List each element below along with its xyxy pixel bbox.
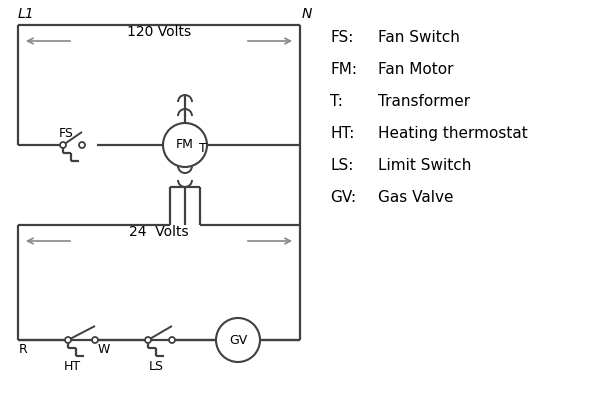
Text: T: T bbox=[199, 142, 206, 155]
Text: FM: FM bbox=[176, 138, 194, 152]
Circle shape bbox=[79, 142, 85, 148]
Text: Fan Motor: Fan Motor bbox=[378, 62, 454, 77]
Text: FM:: FM: bbox=[330, 62, 357, 77]
Text: Gas Valve: Gas Valve bbox=[378, 190, 454, 205]
Text: FS:: FS: bbox=[330, 30, 353, 45]
Text: Fan Switch: Fan Switch bbox=[378, 30, 460, 45]
Text: Limit Switch: Limit Switch bbox=[378, 158, 471, 173]
Circle shape bbox=[60, 142, 66, 148]
Text: R: R bbox=[19, 343, 28, 356]
Text: LS: LS bbox=[149, 360, 163, 373]
Text: FS: FS bbox=[59, 127, 74, 140]
Text: HT: HT bbox=[64, 360, 81, 373]
Text: N: N bbox=[302, 7, 312, 21]
Text: W: W bbox=[98, 343, 110, 356]
Text: 24  Volts: 24 Volts bbox=[129, 225, 189, 239]
Text: HT:: HT: bbox=[330, 126, 355, 141]
Text: L1: L1 bbox=[18, 7, 35, 21]
Text: 120 Volts: 120 Volts bbox=[127, 25, 191, 39]
Circle shape bbox=[216, 318, 260, 362]
Text: Transformer: Transformer bbox=[378, 94, 470, 109]
Text: GV:: GV: bbox=[330, 190, 356, 205]
Text: LS:: LS: bbox=[330, 158, 353, 173]
Circle shape bbox=[163, 123, 207, 167]
Text: Heating thermostat: Heating thermostat bbox=[378, 126, 527, 141]
Circle shape bbox=[65, 337, 71, 343]
Circle shape bbox=[169, 337, 175, 343]
Circle shape bbox=[145, 337, 151, 343]
Circle shape bbox=[92, 337, 98, 343]
Text: GV: GV bbox=[229, 334, 247, 346]
Text: T:: T: bbox=[330, 94, 343, 109]
